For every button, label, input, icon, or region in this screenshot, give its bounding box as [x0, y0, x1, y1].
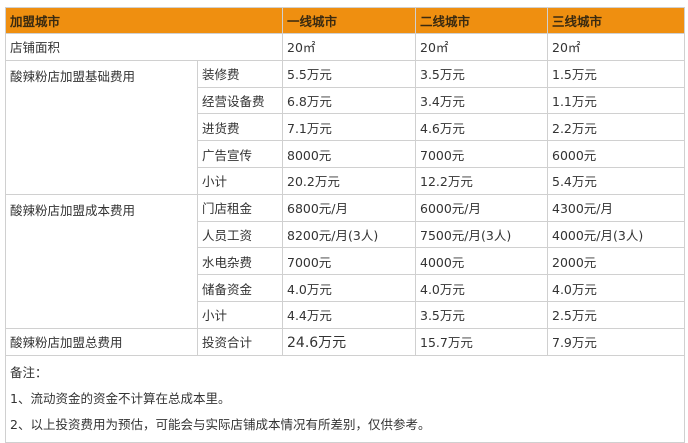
cell: 1.5万元 — [547, 59, 685, 88]
franchise-cost-table: 加盟城市 一线城市 二线城市 三线城市 店铺面积 20㎡ 20㎡ 20㎡ 酸辣粉… — [5, 7, 685, 443]
item-name: 小计 — [197, 166, 283, 195]
cell: 12.2万元 — [415, 166, 548, 195]
cell: 4300元/月 — [547, 193, 685, 222]
cell: 6.8万元 — [282, 86, 416, 115]
item-name: 小计 — [197, 300, 283, 329]
cell: 15.7万元 — [415, 327, 548, 356]
table-row: 储备资金 4.0万元 4.0万元 4.0万元 — [6, 274, 685, 302]
cell: 3.5万元 — [415, 59, 548, 88]
item-name: 广告宣传 — [197, 140, 283, 168]
header-city-3: 三线城市 — [547, 7, 685, 34]
cell: 3.5万元 — [415, 300, 548, 329]
total-name: 投资合计 — [197, 327, 283, 356]
table-row: 小计 20.2万元 12.2万元 5.4万元 — [6, 166, 685, 195]
table-row: 酸辣粉店加盟总费用 投资合计 24.6万元 15.7万元 7.9万元 — [5, 327, 685, 356]
cell: 7000元 — [415, 140, 548, 168]
item-name: 装修费 — [197, 59, 283, 88]
cell: 20.2万元 — [282, 166, 416, 195]
cell: 6800元/月 — [282, 193, 416, 222]
cell: 7.9万元 — [547, 327, 685, 356]
notes: 备注： 1、流动资金的资金不计算在总成本里。 2、以上投资费用为预估，可能会与实… — [5, 354, 685, 443]
area-label: 店铺面积 — [5, 33, 283, 61]
table-row: 人员工资 8200元/月(3人) 7500元/月(3人) 4000元/月(3人) — [6, 220, 685, 249]
cell: 20㎡ — [547, 33, 685, 61]
item-name: 经营设备费 — [197, 86, 283, 115]
cell: 4.0万元 — [415, 274, 548, 302]
cell: 8000元 — [282, 140, 416, 168]
cell: 4.4万元 — [282, 300, 416, 329]
table-row: 酸辣粉店加盟成本费用 门店租金 6800元/月 6000元/月 4300元/月 — [5, 193, 685, 329]
table-row: 进货费 7.1万元 4.6万元 2.2万元 — [6, 113, 685, 142]
header-row: 加盟城市 一线城市 二线城市 三线城市 — [5, 7, 685, 34]
item-name: 门店租金 — [197, 193, 283, 222]
group-label: 酸辣粉店加盟基础费用 — [5, 59, 198, 195]
table-row: 广告宣传 8000元 7000元 6000元 — [6, 140, 685, 168]
table-row: 店铺面积 20㎡ 20㎡ 20㎡ — [5, 33, 685, 61]
header-city-2: 二线城市 — [415, 7, 548, 34]
cell: 4000元/月(3人) — [547, 220, 685, 249]
table-row: 水电杂费 7000元 4000元 2000元 — [6, 247, 685, 276]
note-line: 2、以上投资费用为预估，可能会与实际店铺成本情况有所差别，仅供参考。 — [10, 416, 431, 432]
cell: 6000元/月 — [415, 193, 548, 222]
item-name: 储备资金 — [197, 274, 283, 302]
cell: 6000元 — [547, 140, 685, 168]
cell: 4000元 — [415, 247, 548, 276]
notes-title: 备注： — [10, 364, 48, 380]
cell: 2.5万元 — [547, 300, 685, 329]
header-city-1: 一线城市 — [282, 7, 416, 34]
item-name: 人员工资 — [197, 220, 283, 249]
item-name: 水电杂费 — [197, 247, 283, 276]
note-line: 1、流动资金的资金不计算在总成本里。 — [10, 390, 231, 406]
cell: 4.0万元 — [282, 274, 416, 302]
table-row: 酸辣粉店加盟基础费用 装修费 5.5万元 3.5万元 1.5万元 — [5, 59, 685, 195]
cell: 3.4万元 — [415, 86, 548, 115]
cell: 4.0万元 — [547, 274, 685, 302]
cell: 8200元/月(3人) — [282, 220, 416, 249]
item-name: 进货费 — [197, 113, 283, 142]
cell: 2000元 — [547, 247, 685, 276]
header-label: 加盟城市 — [5, 7, 283, 34]
notes-row: 备注： 1、流动资金的资金不计算在总成本里。 2、以上投资费用为预估，可能会与实… — [5, 354, 685, 443]
cell: 7500元/月(3人) — [415, 220, 548, 249]
cell: 2.2万元 — [547, 113, 685, 142]
group-label: 酸辣粉店加盟成本费用 — [5, 193, 198, 329]
table-row: 经营设备费 6.8万元 3.4万元 1.1万元 — [6, 86, 685, 115]
cell: 7000元 — [282, 247, 416, 276]
total-label: 酸辣粉店加盟总费用 — [5, 327, 198, 356]
table-row: 小计 4.4万元 3.5万元 2.5万元 — [6, 300, 685, 329]
cell: 1.1万元 — [547, 86, 685, 115]
cell: 7.1万元 — [282, 113, 416, 142]
cell: 20㎡ — [415, 33, 548, 61]
cell: 24.6万元 — [282, 327, 416, 356]
cell: 5.5万元 — [282, 59, 416, 88]
cell: 5.4万元 — [547, 166, 685, 195]
cell: 20㎡ — [282, 33, 416, 61]
cell: 4.6万元 — [415, 113, 548, 142]
